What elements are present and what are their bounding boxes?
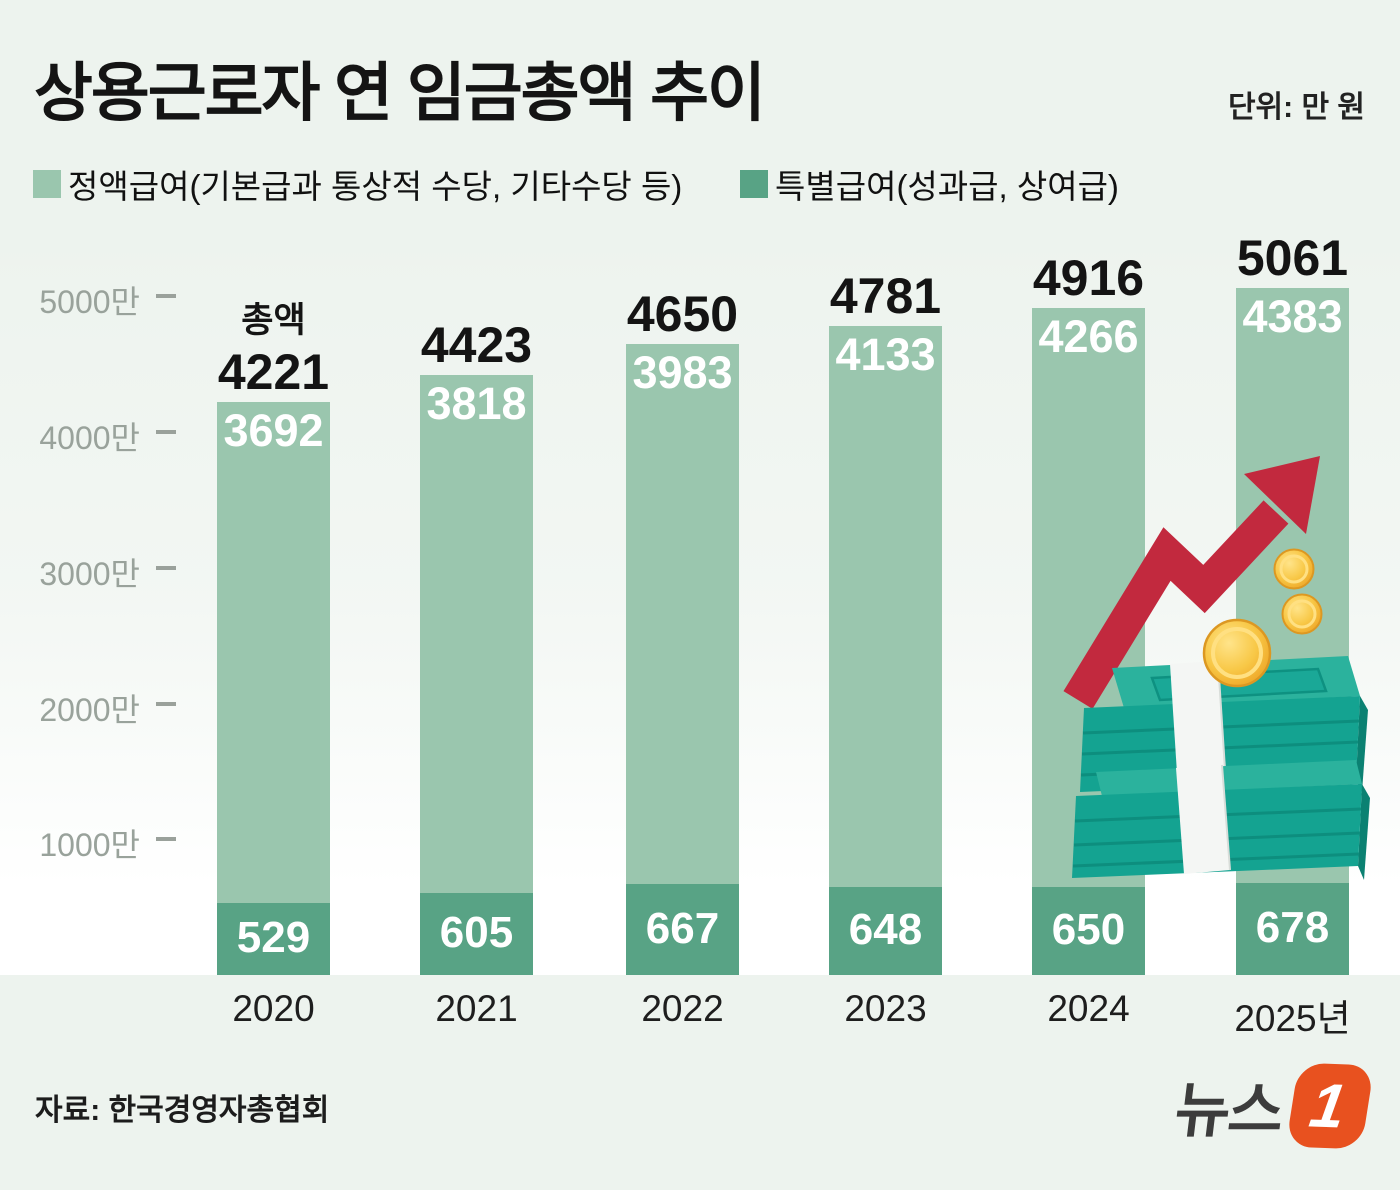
y-axis-tick-label: 2000만 [39,691,140,728]
unit-label: 단위: 만 원 [1227,91,1365,124]
bar-value-special-pay: 529 [236,913,311,963]
bar-value-regular-pay: 4133 [835,328,936,380]
x-axis-year-label: 2024 [1047,988,1130,1029]
bar-segment-regular-pay [829,325,942,888]
news1-logo: 뉴스 1 [1171,1062,1375,1149]
bar-total-label: 4650 [626,285,739,342]
y-axis-tick-label: 1000만 [39,827,140,864]
bar-value-regular-pay: 3983 [632,346,733,398]
y-axis-tick-label: 3000만 [39,555,140,592]
page-title: 상용근로자 연 임금총액 추이 [34,57,766,129]
bar-total-label: 4916 [1032,249,1145,306]
bar-value-regular-pay: 3692 [223,404,324,456]
x-axis-year-label: 2021 [435,988,518,1029]
gold-coins-icon [1202,548,1323,688]
bar-segment-special-pay [217,903,330,975]
bar-segment-special-pay [1032,886,1145,975]
bar-value-regular-pay: 4383 [1242,290,1343,342]
y-axis-tick-dash [156,294,176,299]
x-axis-year-label: 2025년 [1234,998,1351,1039]
bar-value-special-pay: 605 [439,907,514,957]
y-axis-tick-dash [156,701,176,706]
news1-logo-number: 1 [1305,1070,1351,1141]
bar-value-special-pay: 648 [848,905,923,955]
y-axis-tick-dash [156,837,176,842]
bar-value-regular-pay: 4266 [1038,310,1139,362]
y-axis-tick-dash [156,565,176,570]
bar-segment-regular-pay [217,401,330,904]
legend-label: 정액급여(기본급과 통상적 수당, 기타수당 등) [68,168,683,205]
y-axis-tick-label: 4000만 [39,420,140,456]
legend-label: 특별급여(성과급, 상여급) [775,168,1119,205]
source-credit: 자료: 한국경영자총협회 [35,1094,330,1127]
bar-value-special-pay: 678 [1255,902,1330,952]
y-axis-tick-dash [156,430,176,434]
money-growth-illustration [1063,456,1370,880]
legend-swatch-light-green [33,170,61,198]
x-axis-year-label: 2023 [844,988,927,1029]
bar-segment-special-pay [829,887,942,975]
bar-value-special-pay: 650 [1051,904,1126,954]
bar-total-label: 4221 [217,343,330,400]
bar-value-special-pay: 667 [645,903,720,953]
x-axis-year-label: 2022 [641,988,724,1029]
total-prefix-label: 총액 [241,300,306,340]
bar-value-regular-pay: 3818 [426,377,527,429]
bar-segment-special-pay [1236,882,1349,975]
legend-swatch-dark-green [740,170,768,198]
y-axis-tick-label: 5000만 [39,284,140,321]
banknote-stack-bottom-icon [1072,760,1370,880]
legend-item-regular-pay: 정액급여(기본급과 통상적 수당, 기타수당 등) [33,160,682,208]
bar-total-label: 5061 [1236,229,1349,286]
news1-logo-text: 뉴스 [1170,1077,1286,1144]
bar-segment-regular-pay [626,343,739,885]
bar-segment-regular-pay [420,374,533,893]
news1-logo-badge: 1 [1285,1062,1375,1149]
bar-segment-special-pay [626,884,739,975]
legend-item-special-pay: 특별급여(성과급, 상여급) [740,160,1119,208]
bar-total-label: 4423 [420,316,533,373]
rising-arrow-icon [1063,456,1320,709]
x-axis-year-label: 2020 [232,988,315,1029]
bar-total-label: 4781 [829,267,942,324]
bar-segment-special-pay [420,892,533,975]
